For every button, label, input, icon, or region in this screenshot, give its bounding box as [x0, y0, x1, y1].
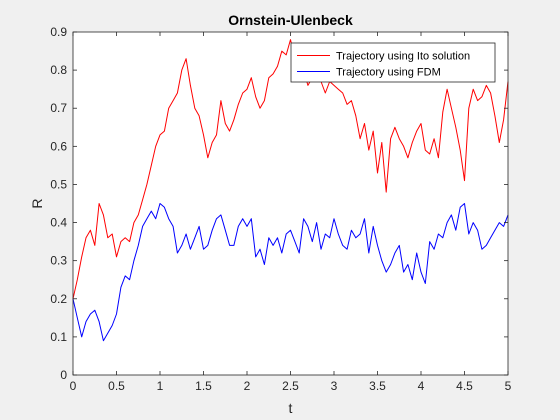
- ticks-layer: 0 0.5 1 1.5 2 2.5 3 3.5 4 4.5 5 0 0.1 0.2 0.3 0.4 0.5 0.6…: [50, 25, 511, 393]
- x-tick-label: 4.5: [456, 379, 473, 393]
- legend-label-ito: Trajectory using Ito solution: [336, 51, 470, 63]
- legend-box: [290, 42, 496, 83]
- x-tick-label: 0.5: [108, 379, 125, 393]
- y-tick-label: 0.1: [50, 330, 67, 344]
- x-tick-label: 2: [244, 379, 251, 393]
- x-tick-label: 1.5: [195, 379, 212, 393]
- y-tick-label: 0.2: [50, 292, 67, 306]
- y-tick-label: 0: [60, 368, 67, 382]
- x-tick-label: 3.5: [369, 379, 386, 393]
- y-tick-label: 0.9: [50, 25, 67, 39]
- y-tick-label: 0.5: [50, 177, 67, 191]
- x-tick-label: 1: [157, 379, 164, 393]
- x-tick-label: 0: [70, 379, 77, 393]
- y-tick-label: 0.4: [50, 216, 67, 230]
- x-axis-label: t: [289, 400, 293, 416]
- y-axis-label: R: [29, 198, 45, 208]
- y-tick-label: 0.6: [50, 139, 67, 153]
- x-tick-label: 5: [505, 379, 512, 393]
- legend-label-fdm: Trajectory using FDM: [336, 67, 441, 79]
- y-tick-label: 0.8: [50, 63, 67, 77]
- x-tick-label: 2.5: [282, 379, 299, 393]
- series-line-ito: [72, 39, 509, 299]
- x-tick-label: 4: [418, 379, 425, 393]
- series-line-fdm: [72, 203, 509, 342]
- y-tick-label: 0.3: [50, 254, 67, 268]
- series-layer: [72, 39, 509, 342]
- x-tick-label: 3: [331, 379, 338, 393]
- legend: Trajectory using Ito solution Trajectory…: [290, 42, 496, 83]
- plot-area: [73, 32, 508, 375]
- chart-title: Ornstein-Ulenbeck: [228, 12, 353, 28]
- y-tick-label: 0.7: [50, 101, 67, 115]
